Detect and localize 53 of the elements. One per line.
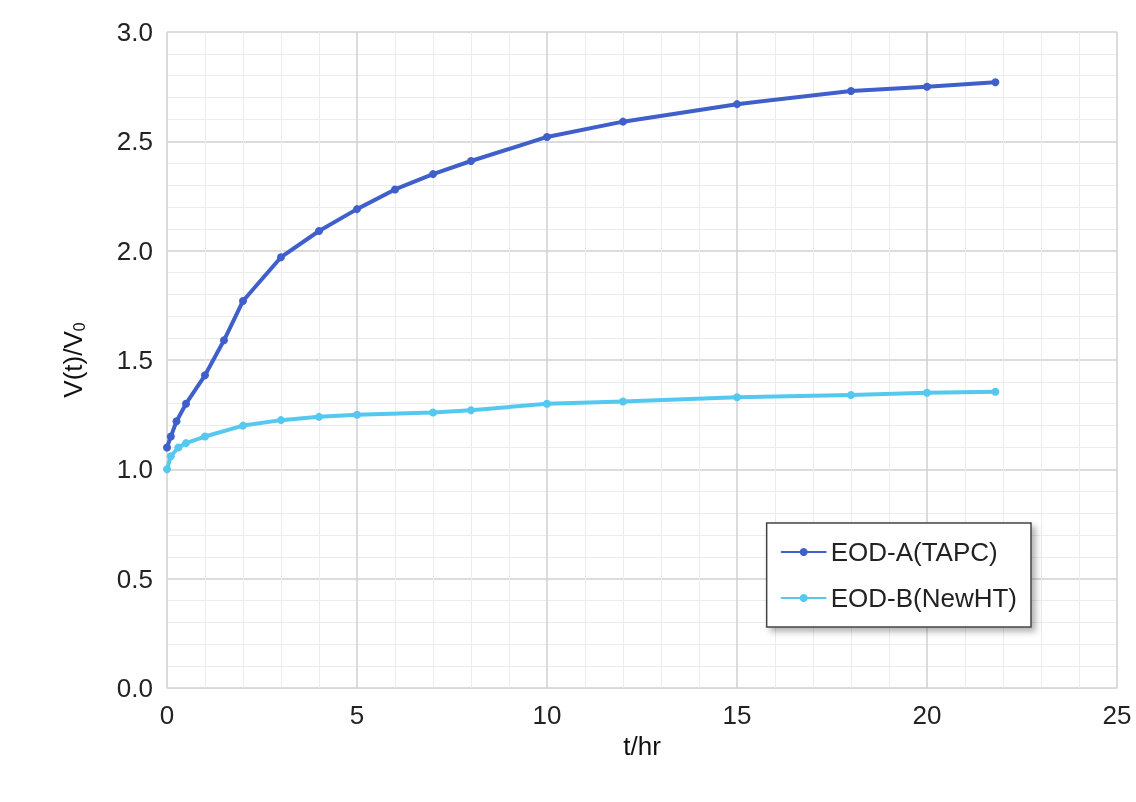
- point: [239, 296, 247, 305]
- x-tick-label: 5: [349, 700, 365, 730]
- point: [467, 406, 475, 415]
- point: [182, 399, 190, 408]
- point: [619, 117, 627, 126]
- point: [733, 393, 741, 402]
- point: [239, 421, 247, 430]
- legend-label: EOD-B(NewHT): [830, 583, 1018, 613]
- point: [923, 388, 931, 397]
- x-tick-label: 25: [1102, 700, 1132, 730]
- point: [991, 387, 1000, 396]
- y-tick-label: 0.0: [116, 673, 153, 703]
- y-tick-label: 0.5: [116, 563, 153, 594]
- point: [543, 132, 551, 141]
- y-tick-label: 1.0: [116, 454, 153, 485]
- x-tick-label: 0: [159, 700, 175, 730]
- point: [163, 465, 171, 474]
- x-tick-label: 10: [532, 700, 562, 730]
- point: [353, 205, 361, 214]
- x-tick-label: 15: [722, 700, 752, 730]
- y-axis-title: V(t)/V0: [58, 322, 88, 398]
- point: [163, 443, 171, 452]
- x-axis-title: t/hr: [623, 731, 662, 761]
- legend-label: EOD-A(TAPC): [830, 537, 998, 567]
- point: [172, 417, 181, 426]
- y-tick-label: 1.5: [116, 345, 153, 375]
- point: [543, 399, 551, 408]
- point: [315, 226, 323, 235]
- y-tick-label: 2.0: [116, 235, 153, 266]
- point: [182, 439, 190, 448]
- point: [353, 410, 361, 419]
- point: [220, 336, 228, 345]
- point: [391, 185, 399, 194]
- point: [619, 397, 627, 406]
- point: [429, 408, 437, 417]
- x-tick-label: 20: [912, 700, 942, 730]
- point: [991, 78, 1000, 87]
- y-tick-label: 2.5: [116, 126, 153, 157]
- point: [429, 170, 437, 179]
- point: [467, 157, 475, 166]
- point: [201, 371, 209, 380]
- point: [201, 432, 209, 441]
- point: [315, 412, 323, 421]
- point: [923, 82, 931, 91]
- point: [847, 390, 855, 399]
- point: [277, 253, 285, 262]
- point: [847, 87, 855, 96]
- point: [166, 452, 175, 461]
- y-tick-label: 3.0: [116, 17, 153, 47]
- point: [166, 432, 175, 441]
- point: [174, 443, 183, 452]
- point: [277, 416, 285, 425]
- point: [733, 100, 741, 109]
